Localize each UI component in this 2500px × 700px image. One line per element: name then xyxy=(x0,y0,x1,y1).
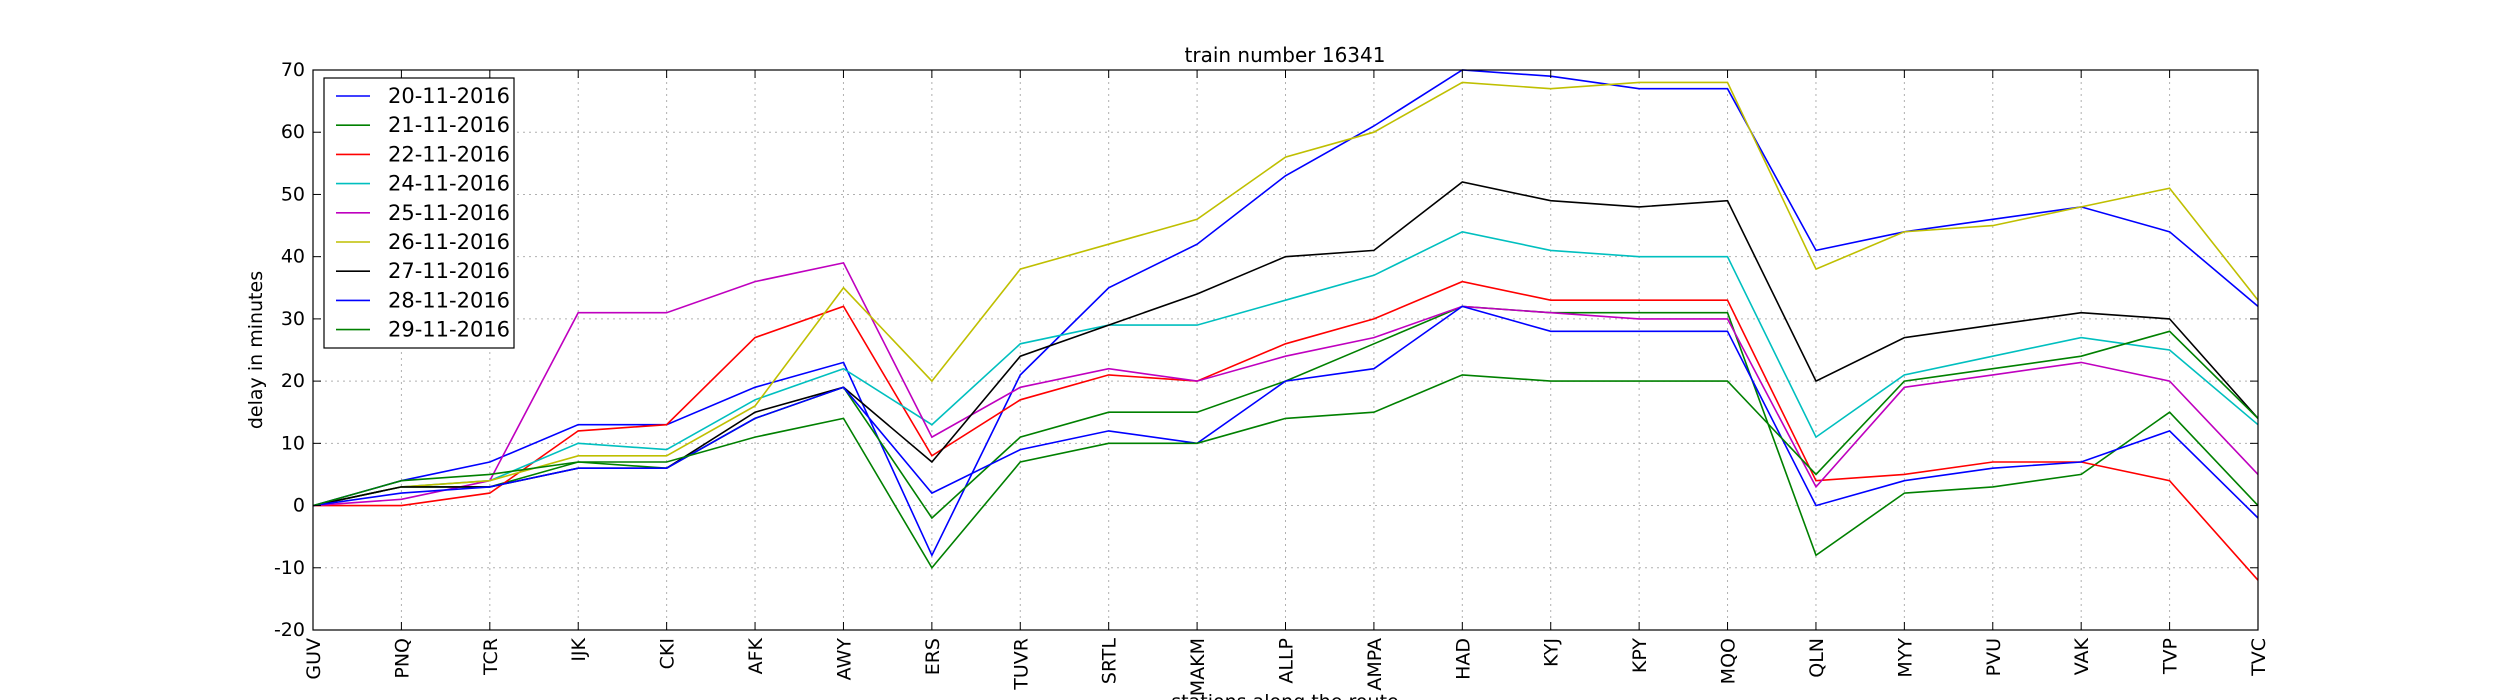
x-tick-label: MAKM xyxy=(1187,638,1209,696)
x-tick-label: KPY xyxy=(1629,638,1651,673)
x-tick-label: QLN xyxy=(1806,638,1828,678)
x-tick-label: SRTL xyxy=(1099,638,1121,684)
legend-label: 29-11-2016 xyxy=(388,318,510,342)
x-tick-label: TVC xyxy=(2248,638,2270,677)
legend-label: 24-11-2016 xyxy=(388,172,510,196)
series-line-26-11-2016 xyxy=(312,81,2259,507)
y-tick-label: 30 xyxy=(281,308,305,330)
x-tick-label: MYY xyxy=(1894,638,1916,678)
x-tick-label: TVP xyxy=(2160,638,2182,675)
x-tick-label: HAD xyxy=(1452,638,1474,680)
y-tick-label: 20 xyxy=(281,370,305,392)
y-tick-label: 50 xyxy=(281,183,305,205)
y-tick-label: -20 xyxy=(274,619,305,641)
legend-label: 25-11-2016 xyxy=(388,201,510,225)
x-axis-label: stations along the route xyxy=(1171,691,1398,700)
x-tick-label: AWY xyxy=(833,638,855,681)
x-tick-label: AMPA xyxy=(1364,638,1386,691)
x-tick-label: ALLP xyxy=(1276,638,1298,684)
x-axis-ticks: GUV PNQ TCR IJK CKI AFK AWY ERS TUVR SRTL MAKM ALLP… xyxy=(303,70,2270,696)
legend: 20-11-2016 21-11-2016 22-11-2016 24-11-2016… xyxy=(323,77,515,349)
x-tick-label: IJK xyxy=(568,637,590,661)
series-line-28-11-2016 xyxy=(312,305,2259,519)
series-line-20-11-2016 xyxy=(312,69,2259,558)
y-tick-label: 60 xyxy=(281,121,305,143)
x-tick-label: MQO xyxy=(1718,638,1740,684)
y-tick-label: 10 xyxy=(281,432,305,454)
grid-lines xyxy=(312,69,2259,631)
legend-label: 22-11-2016 xyxy=(388,142,510,166)
series-line-29-11-2016 xyxy=(312,330,2259,570)
chart-title: train number 16341 xyxy=(1185,43,1386,67)
legend-label: 28-11-2016 xyxy=(388,288,510,312)
x-tick-label: KYJ xyxy=(1541,638,1563,667)
x-tick-label: VAK xyxy=(2071,637,2093,675)
legend-label: 27-11-2016 xyxy=(388,259,510,283)
series-lines xyxy=(312,69,2259,581)
x-tick-label: TCR xyxy=(480,638,502,676)
legend-label: 26-11-2016 xyxy=(388,230,510,254)
y-axis-ticks: -20 -10 0 10 20 30 40 50 60 70 xyxy=(274,59,2258,641)
y-tick-label: 40 xyxy=(281,246,305,268)
y-axis-label: delay in minutes xyxy=(245,271,267,429)
x-tick-label: AFK xyxy=(745,637,767,674)
y-tick-label: -10 xyxy=(274,557,305,579)
series-line-25-11-2016 xyxy=(312,261,2259,507)
series-line-22-11-2016 xyxy=(313,280,2259,581)
series-line-24-11-2016 xyxy=(312,230,2259,507)
legend-label: 21-11-2016 xyxy=(388,113,510,137)
y-tick-label: 0 xyxy=(293,495,305,517)
x-tick-label: PNQ xyxy=(391,638,413,679)
legend-label: 20-11-2016 xyxy=(388,84,510,108)
x-tick-label: ERS xyxy=(922,638,944,675)
x-tick-label: GUV xyxy=(303,638,325,680)
x-tick-label: CKI xyxy=(657,638,679,669)
y-tick-label: 70 xyxy=(281,59,305,81)
x-tick-label: PVU xyxy=(1983,638,2005,676)
x-tick-label: TUVR xyxy=(1010,638,1032,691)
